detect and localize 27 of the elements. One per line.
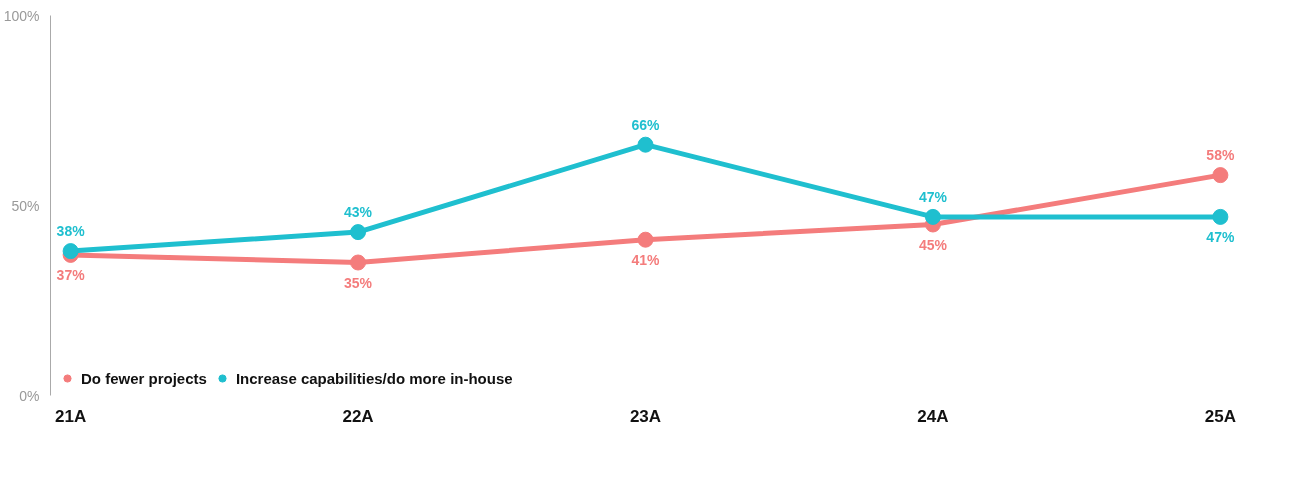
x-tick-label: 21A (55, 406, 87, 426)
point (1212, 167, 1229, 184)
x-tick-label: 25A (1204, 406, 1236, 426)
data-label: 37% (56, 266, 86, 283)
y-tick-label: 50% (11, 197, 40, 214)
data-label: 66% (631, 116, 661, 133)
x-tick-label: 24A (917, 406, 949, 426)
data-label: 43% (344, 204, 373, 221)
y-tick-label: 100% (3, 7, 40, 24)
legend-label: Increase capabilities/do more in-house (235, 369, 513, 387)
legend-label: Do fewer projects (81, 369, 207, 387)
data-label: 45% (918, 236, 948, 253)
point (637, 231, 654, 248)
data-label: 47% (1206, 228, 1235, 245)
x-tick-label: 23A (629, 406, 662, 426)
data-label: 58% (1206, 147, 1235, 164)
data-label: 41% (631, 251, 661, 268)
y-tick-label: 0% (19, 387, 40, 404)
data-label: 47% (918, 188, 948, 205)
point (350, 224, 367, 241)
point (637, 136, 654, 153)
data-label: 35% (344, 274, 373, 291)
point (924, 208, 941, 225)
point (1212, 208, 1229, 225)
x-tick-label: 22A (342, 406, 374, 426)
data-label: 38% (56, 223, 86, 240)
point (350, 254, 367, 271)
